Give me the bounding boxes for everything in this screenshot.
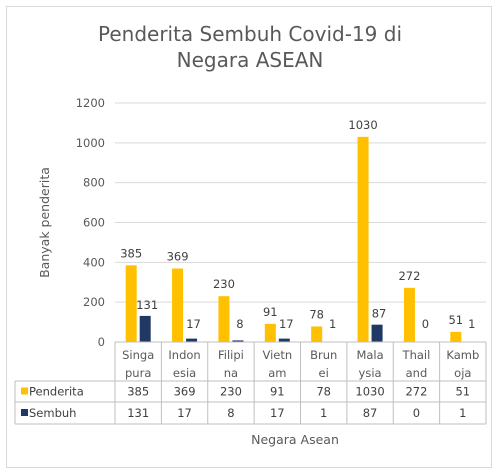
table-cell-value: 369	[174, 385, 196, 399]
y-tick-label: 400	[83, 255, 105, 269]
legend-swatch	[21, 387, 28, 395]
y-tick-label: 200	[83, 295, 105, 309]
category-label: Singa	[122, 348, 154, 362]
legend-label: Sembuh	[29, 406, 76, 420]
data-label: 272	[398, 269, 420, 283]
data-label: 1	[468, 317, 475, 331]
table-cell-value: 0	[413, 406, 420, 420]
y-tick-label: 600	[83, 216, 105, 230]
category-label: am	[268, 366, 286, 380]
data-label: 0	[422, 317, 429, 331]
category-label: Kamb	[446, 348, 479, 362]
table-cell-value: 51	[455, 385, 470, 399]
y-tick-label: 1200	[76, 96, 105, 110]
bar-penderita	[125, 265, 137, 342]
table-cell-value: 1	[320, 406, 327, 420]
y-tick-label: 800	[83, 176, 105, 190]
data-label: 78	[309, 307, 324, 321]
table-cell-value: 385	[127, 385, 149, 399]
bar-penderita	[172, 268, 184, 342]
category-label: Mala	[356, 348, 383, 362]
data-label: 91	[263, 305, 278, 319]
bar-penderita	[403, 287, 415, 342]
category-label: Brun	[310, 348, 337, 362]
bar-penderita	[264, 323, 276, 342]
legend-swatch	[21, 409, 28, 416]
table-cell-value: 78	[316, 385, 331, 399]
bar-penderita	[357, 136, 369, 342]
data-label: 1	[329, 317, 336, 331]
bar-sembuh	[232, 340, 244, 342]
data-label: 51	[448, 313, 463, 327]
table-cell-value: 87	[363, 406, 378, 420]
category-label: Filipi	[218, 348, 244, 362]
data-label: 17	[186, 317, 201, 331]
y-axis-label: Banyak penderita	[37, 167, 52, 278]
category-label: Thail	[402, 348, 431, 362]
data-label: 17	[279, 317, 294, 331]
bar-sembuh	[186, 338, 198, 342]
data-label: 1030	[348, 118, 377, 132]
legend-label: Penderita	[29, 385, 84, 399]
bar-sembuh	[278, 338, 290, 342]
bar-sembuh	[139, 315, 151, 342]
table-cell-value: 17	[177, 406, 192, 420]
category-label: pura	[125, 366, 151, 380]
chart-title: Penderita Sembuh Covid-19 di	[98, 22, 402, 46]
table-cell-value: 230	[220, 385, 242, 399]
category-label: Vietn	[262, 348, 292, 362]
category-label: ysia	[359, 366, 382, 380]
bar-penderita	[450, 331, 462, 342]
table-cell-value: 131	[127, 406, 149, 420]
bar-sembuh	[371, 324, 383, 342]
data-label: 230	[213, 277, 235, 291]
category-label: Indon	[168, 348, 200, 362]
table-cell-value: 8	[227, 406, 234, 420]
category-label: and	[406, 366, 428, 380]
y-tick-label: 0	[98, 335, 105, 349]
bar-penderita	[311, 326, 323, 342]
table-cell-value: 1030	[355, 385, 384, 399]
data-label: 87	[372, 307, 387, 321]
chart-frame: Penderita Sembuh Covid-19 di Negara ASEAN…	[6, 6, 492, 468]
category-label: esia	[173, 366, 196, 380]
y-tick-label: 1000	[76, 136, 105, 150]
table-cell-value: 272	[405, 385, 427, 399]
category-label: na	[224, 366, 238, 380]
table-cell-value: 91	[270, 385, 285, 399]
category-label: ei	[319, 366, 329, 380]
table-cell-value: 1	[459, 406, 466, 420]
data-label: 369	[167, 250, 189, 264]
table-cell-value: 17	[270, 406, 285, 420]
category-label: oja	[454, 366, 471, 380]
chart-title: Negara ASEAN	[177, 48, 324, 72]
x-axis-label: Negara Asean	[251, 432, 339, 447]
data-label: 131	[136, 298, 158, 312]
data-label: 8	[236, 317, 243, 331]
data-label: 385	[120, 246, 142, 260]
bar-penderita	[218, 296, 230, 342]
